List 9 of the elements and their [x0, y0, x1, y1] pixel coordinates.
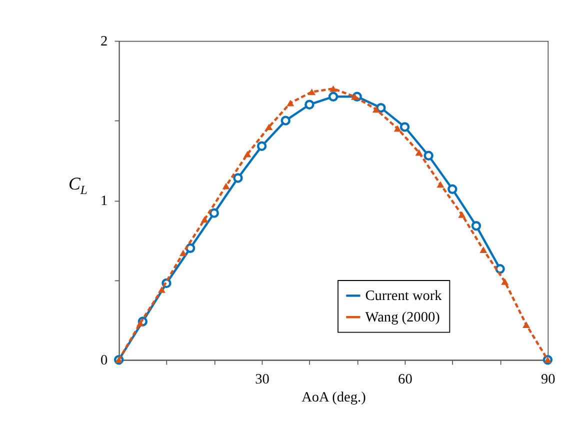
legend-label: Wang (2000): [365, 310, 440, 326]
y-tick-label: 1: [100, 193, 108, 210]
legend-label: Current work: [365, 288, 443, 304]
y-tick-label: 2: [100, 34, 108, 50]
y-tick-label: 0: [100, 352, 108, 369]
x-tick-label: 30: [255, 371, 270, 388]
x-axis-title: AoA (deg.): [302, 389, 366, 406]
x-tick-label: 90: [541, 371, 556, 388]
x-tick-label: 60: [398, 371, 412, 388]
